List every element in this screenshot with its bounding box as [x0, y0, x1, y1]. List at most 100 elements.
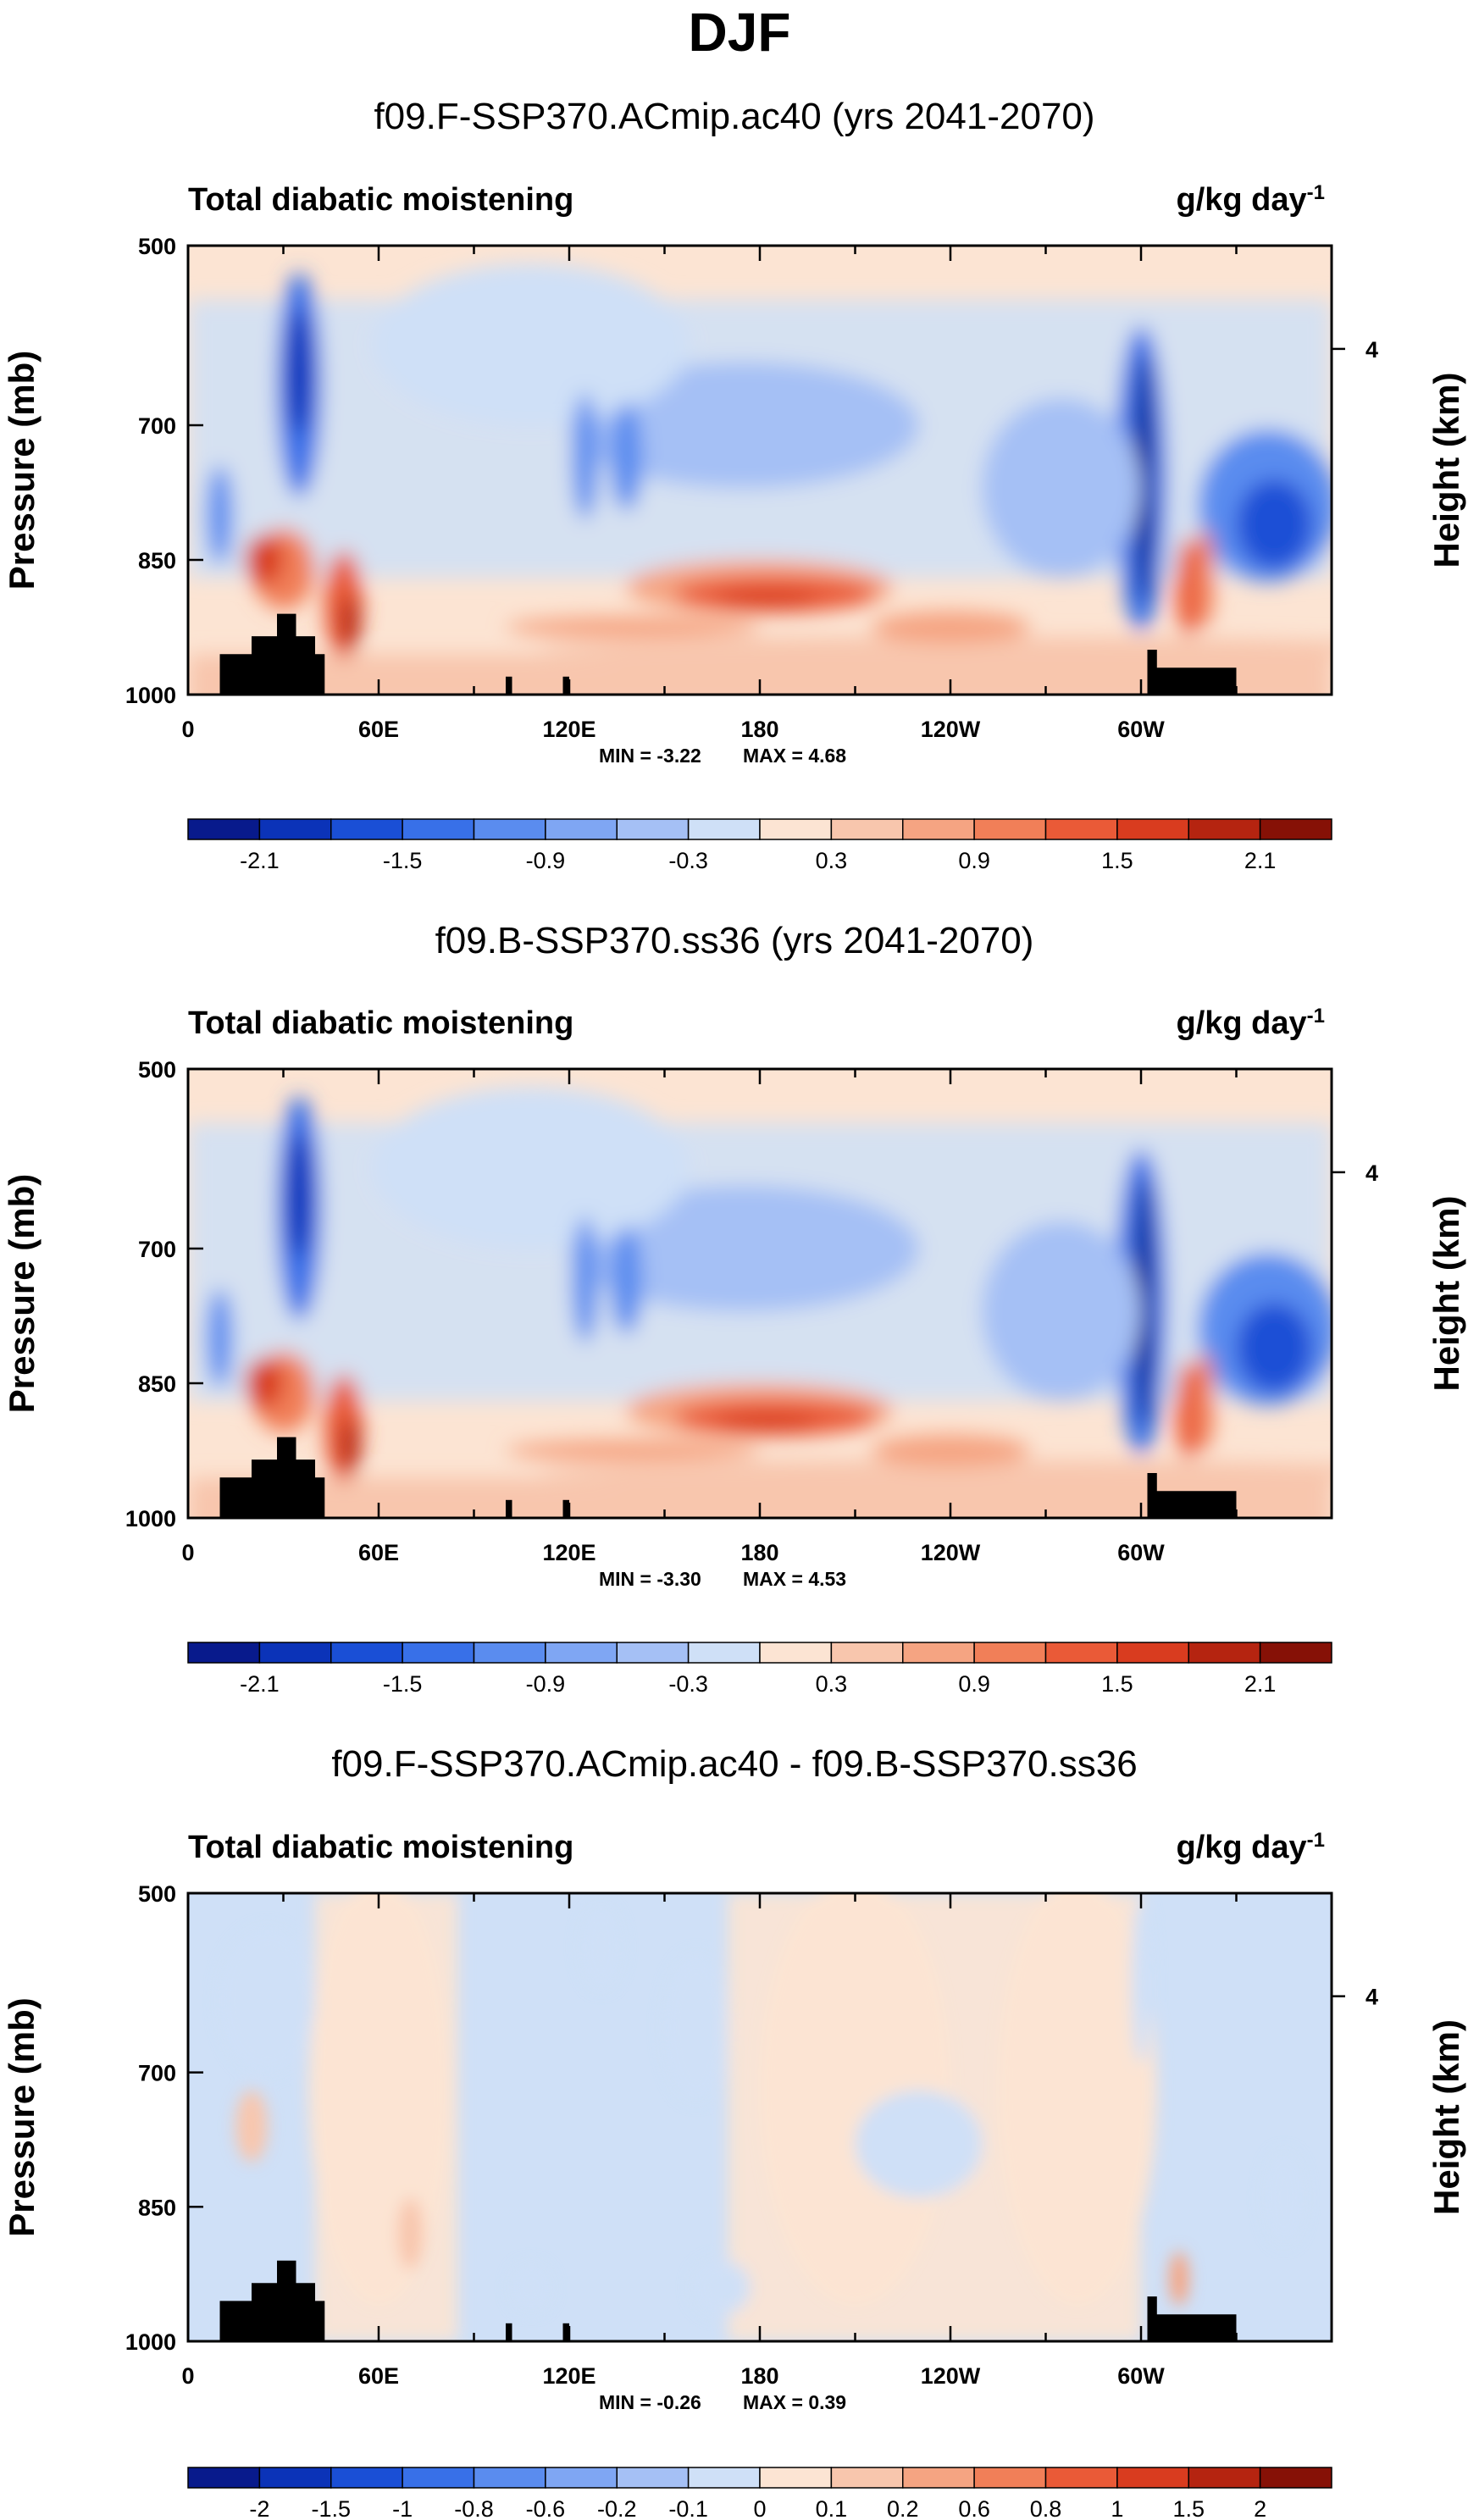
field-blob — [1176, 1360, 1202, 1460]
colorbar-cell — [1044, 1642, 1118, 1664]
x-tick-label: 0 — [181, 717, 194, 742]
topography — [562, 676, 569, 695]
colorbar-cell — [830, 2467, 904, 2489]
colorbar-cell — [1116, 1642, 1189, 1664]
colorbar-cell — [1259, 1642, 1332, 1664]
x-tick-label: 180 — [740, 1540, 778, 1565]
topography — [1147, 2296, 1237, 2341]
field-blob — [982, 398, 1141, 579]
field-blob — [537, 637, 1332, 659]
field-blob — [982, 1221, 1141, 1402]
colorbar-cell — [973, 2467, 1047, 2489]
topography — [219, 2260, 325, 2341]
colorbar-cell — [545, 818, 618, 840]
contour-field — [188, 1893, 1332, 2341]
x-tick-label: 120E — [542, 1540, 595, 1565]
x-tick-label: 120W — [921, 2363, 981, 2389]
colorbar-cell — [545, 2467, 618, 2489]
field-blob — [207, 465, 233, 565]
y-tick-label: 500 — [138, 1057, 176, 1083]
topography — [562, 1499, 569, 1518]
field-blob — [341, 1419, 360, 1473]
topography — [1147, 1473, 1237, 1518]
colorbar-label: 0.2 — [887, 2496, 919, 2520]
field-blob — [610, 1226, 643, 1334]
colorbar-cell — [902, 2467, 975, 2489]
y-tick-label: 850 — [138, 2195, 176, 2220]
colorbar-cell — [973, 1642, 1047, 1664]
field-blob — [286, 1132, 313, 1258]
max-value: MAX = 4.53 — [743, 1568, 846, 1590]
field-blob — [610, 402, 643, 511]
colorbar-label: 0.3 — [816, 1671, 848, 1697]
field-blob — [1265, 2152, 1304, 2243]
colorbar-label: 0.8 — [1030, 2496, 1062, 2520]
colorbar-cell — [1259, 2467, 1332, 2489]
colorbar-label: 1 — [1111, 2496, 1123, 2520]
x-tick-label: 120E — [542, 717, 595, 742]
colorbar-label: 0.9 — [958, 848, 990, 873]
field-blob — [245, 534, 284, 585]
topography — [506, 2323, 512, 2341]
colorbar-label: 1.5 — [1101, 848, 1133, 873]
colorbar-label: -0.6 — [526, 2496, 566, 2520]
panel-subtitle: f09.B-SSP370.ss36 (yrs 2041-2070) — [435, 920, 1034, 961]
colorbar-cell — [1188, 818, 1261, 840]
y-tick-label: 1000 — [125, 1506, 176, 1531]
y-axis-right-title: Height (km) — [1426, 1196, 1466, 1392]
height-tick-label: 4 — [1365, 1985, 1378, 2010]
topography — [506, 1499, 512, 1518]
variable-label: Total diabatic moistening — [188, 1005, 573, 1041]
colorbar-cell — [830, 818, 904, 840]
colorbar-label: -0.1 — [668, 2496, 708, 2520]
field-blob — [582, 1906, 620, 1988]
colorbar-label: -0.2 — [597, 2496, 637, 2520]
x-tick-label: 180 — [740, 717, 778, 742]
colorbar-cell — [330, 1642, 403, 1664]
y-tick-label: 700 — [138, 1237, 176, 1262]
y-tick-label: 1000 — [125, 683, 176, 708]
colorbar-label: 0.6 — [958, 2496, 990, 2520]
colorbar-label: -2.1 — [240, 848, 280, 873]
topography — [562, 2323, 569, 2341]
x-tick-label: 60W — [1117, 717, 1165, 742]
y-axis-right-title: Height (km) — [1426, 2019, 1466, 2215]
field-blob — [715, 590, 817, 607]
colorbar-cell — [402, 2467, 475, 2489]
colorbar-label: -2.1 — [240, 1671, 280, 1697]
colorbar-label: -2 — [249, 2496, 269, 2520]
field-blob — [1131, 1902, 1151, 2064]
colorbar-label: 1.5 — [1172, 2496, 1205, 2520]
x-tick-label: 0 — [181, 1540, 194, 1565]
field-blob — [1236, 1302, 1313, 1393]
colorbar-cell — [1116, 2467, 1189, 2489]
field-blob — [286, 308, 313, 435]
topography — [219, 613, 325, 695]
max-value: MAX = 0.39 — [743, 2391, 846, 2413]
panel-2: f09.B-SSP370.ss36 (yrs 2041-2070) Total d… — [2, 920, 1466, 1697]
colorbar-label: -0.3 — [668, 848, 708, 873]
field-blob — [1134, 1177, 1154, 1428]
x-tick-label: 120W — [921, 1540, 981, 1565]
colorbar-cell — [402, 818, 475, 840]
y-tick-label: 700 — [138, 413, 176, 439]
field-blob — [855, 2090, 983, 2198]
field-blob — [235, 2090, 268, 2163]
colorbar-cell — [973, 818, 1047, 840]
min-value: MIN = -3.22 — [599, 745, 701, 767]
colorbar-cell — [473, 818, 546, 840]
colorbar-label: 2 — [1254, 2496, 1266, 2520]
y-axis-title: Pressure (mb) — [2, 351, 42, 590]
field-blob — [760, 1893, 950, 2306]
field-blob — [664, 1956, 728, 2100]
field-blob — [715, 1414, 817, 1431]
x-tick-label: 120W — [921, 717, 981, 742]
x-tick-label: 60E — [358, 2363, 399, 2389]
colorbar-cell — [187, 1642, 261, 1664]
topography — [506, 676, 512, 695]
x-tick-label: 60E — [358, 1540, 399, 1565]
colorbar-cell — [1044, 818, 1118, 840]
colorbar-label: 0 — [753, 2496, 766, 2520]
colorbar-cell — [330, 818, 403, 840]
field-blob — [1194, 528, 1215, 628]
